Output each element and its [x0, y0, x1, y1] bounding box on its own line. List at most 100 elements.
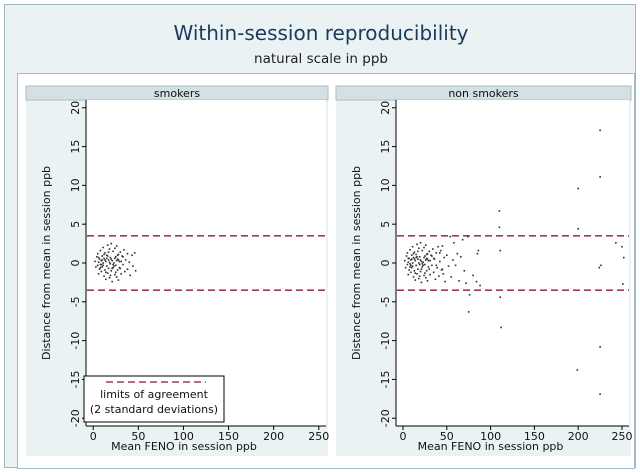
data-point — [99, 266, 102, 269]
y-tick-label: -20 — [69, 409, 82, 427]
data-point — [422, 264, 424, 267]
y-tick-label: 5 — [69, 221, 82, 228]
y-tick-label: -5 — [69, 296, 82, 307]
data-point — [426, 280, 429, 282]
y-tick-label: -15 — [379, 370, 392, 388]
data-point — [114, 273, 116, 276]
data-point — [467, 311, 470, 313]
data-point — [615, 242, 617, 244]
data-point — [447, 265, 450, 267]
data-point — [419, 270, 422, 273]
data-point — [103, 257, 105, 260]
data-point — [420, 260, 423, 263]
data-point — [109, 274, 112, 277]
data-point — [418, 263, 421, 266]
data-point — [465, 282, 467, 284]
chart-frame: Within-session reproducibility natural s… — [4, 4, 636, 469]
data-point — [109, 256, 112, 259]
data-point — [99, 249, 102, 252]
data-point — [115, 259, 118, 262]
data-point — [421, 262, 424, 265]
data-point — [133, 252, 136, 254]
data-point — [426, 258, 429, 260]
data-point — [424, 259, 427, 261]
panel-label: smokers — [154, 87, 200, 100]
data-point — [131, 254, 133, 257]
data-point — [408, 269, 410, 271]
legend-box — [83, 375, 225, 423]
data-point — [110, 242, 113, 245]
data-point — [126, 268, 129, 271]
data-point — [432, 257, 435, 260]
y-axis-title: Distance from mean in session ppb — [350, 166, 363, 360]
data-point — [406, 252, 409, 254]
data-point — [132, 265, 134, 267]
data-point — [118, 266, 121, 269]
data-point — [599, 393, 601, 395]
data-point — [599, 176, 601, 178]
data-point — [124, 259, 127, 261]
x-tick-label: 200 — [568, 430, 589, 443]
data-point — [406, 263, 409, 266]
data-point — [410, 258, 413, 260]
data-point — [442, 273, 445, 275]
data-point — [438, 252, 441, 254]
data-point — [410, 259, 412, 261]
data-point — [404, 266, 407, 269]
y-tick-label: -10 — [379, 332, 392, 350]
data-point — [425, 253, 428, 256]
y-axis-title: Distance from mean in session ppb — [40, 166, 53, 360]
data-point — [104, 269, 106, 271]
data-point — [431, 264, 433, 267]
data-point — [114, 247, 116, 250]
data-point — [113, 265, 115, 267]
data-point — [108, 248, 111, 250]
data-point — [417, 268, 419, 271]
data-point — [100, 259, 103, 262]
data-point — [435, 252, 438, 254]
data-point — [417, 258, 419, 260]
data-point — [423, 256, 425, 259]
data-point — [408, 257, 410, 260]
data-point — [409, 266, 411, 268]
data-point — [418, 275, 421, 277]
data-point — [104, 259, 106, 261]
y-tick-label: 10 — [379, 178, 392, 192]
data-point — [600, 264, 602, 267]
data-point — [463, 269, 466, 272]
data-point — [440, 269, 443, 271]
data-point — [108, 276, 111, 279]
data-point — [425, 257, 428, 260]
data-point — [499, 296, 502, 298]
data-point — [416, 243, 418, 246]
y-tick-label: 0 — [69, 260, 82, 267]
data-point — [424, 263, 426, 266]
data-point — [598, 266, 601, 269]
data-point — [415, 253, 417, 256]
data-point — [424, 244, 427, 246]
data-point — [101, 266, 104, 268]
data-point — [114, 255, 117, 258]
data-point — [96, 255, 98, 258]
data-point — [110, 269, 113, 272]
data-point — [438, 260, 441, 263]
data-point — [103, 253, 105, 256]
x-tick-label: 250 — [308, 430, 329, 443]
x-tick-label: 50 — [131, 430, 145, 443]
data-point — [100, 263, 103, 266]
data-point — [97, 261, 100, 264]
data-point — [472, 274, 474, 277]
y-tick-label: 5 — [379, 221, 392, 228]
data-point — [409, 262, 411, 265]
data-point — [424, 272, 426, 274]
data-point — [430, 254, 432, 257]
data-point — [436, 266, 438, 269]
data-point — [576, 369, 579, 371]
data-point — [407, 261, 410, 264]
data-point — [107, 259, 110, 261]
data-point — [441, 245, 444, 247]
data-point — [449, 235, 452, 238]
data-point — [96, 252, 99, 255]
